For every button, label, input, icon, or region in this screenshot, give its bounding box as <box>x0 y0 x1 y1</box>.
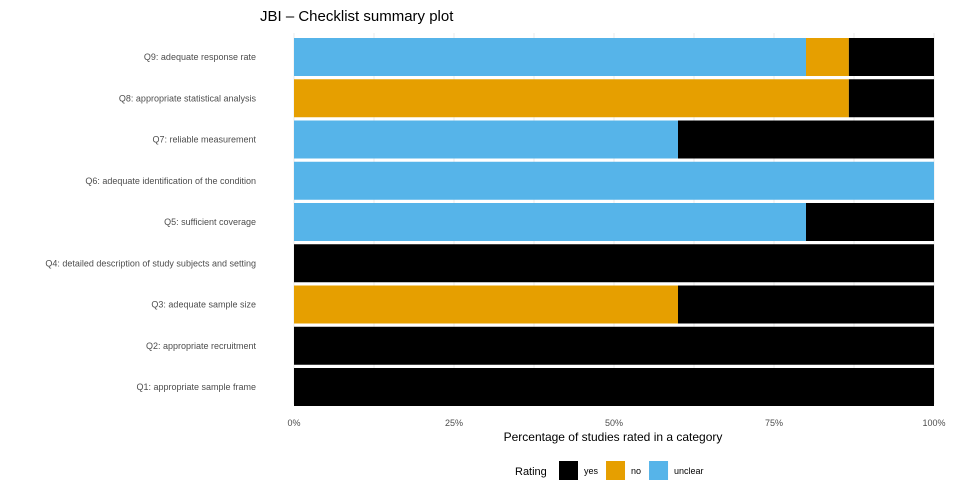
legend-label-unclear: unclear <box>674 466 704 476</box>
category-label: Q9: adequate response rate <box>144 52 256 62</box>
bar-segment-yes <box>848 38 934 76</box>
bar-segment-no <box>294 285 678 324</box>
x-tick-labels: 0% 25% 50% 75% 100% <box>287 418 945 428</box>
bar-segment-yes <box>294 368 934 406</box>
legend-title: Rating <box>515 466 547 478</box>
bar-segment-yes <box>806 203 934 241</box>
category-labels: Q9: adequate response rate Q8: appropriat… <box>45 52 256 392</box>
bar-segment-yes <box>678 120 934 159</box>
x-axis-title: Percentage of studies rated in a categor… <box>504 430 723 444</box>
legend-swatch-yes <box>559 461 578 480</box>
bar-segment-unclear <box>294 161 934 200</box>
legend-label-no: no <box>631 466 641 476</box>
bar-segment-unclear <box>294 203 806 241</box>
legend-label-yes: yes <box>584 466 599 476</box>
chart-title: JBI – Checklist summary plot <box>260 8 454 25</box>
x-tick-label: 50% <box>605 418 623 428</box>
legend-swatch-unclear <box>649 461 669 480</box>
category-label: Q5: sufficient coverage <box>164 217 256 227</box>
category-label: Q7: reliable measurement <box>152 135 256 145</box>
bar-segment-yes <box>848 79 934 118</box>
bar-segment-yes <box>294 326 934 365</box>
x-tick-label: 75% <box>765 418 783 428</box>
legend-swatch-no <box>606 461 626 480</box>
category-label: Q8: appropriate statistical analysis <box>119 93 257 103</box>
category-label: Q2: appropriate recruitment <box>146 341 257 351</box>
bar-segment-yes <box>678 285 934 324</box>
x-tick-label: 25% <box>445 418 463 428</box>
legend: Rating yes no unclear <box>515 461 704 480</box>
category-label: Q3: adequate sample size <box>151 300 256 310</box>
category-label: Q4: detailed description of study subjec… <box>45 258 256 268</box>
x-tick-label: 0% <box>287 418 300 428</box>
bar-segment-unclear <box>294 38 806 76</box>
bar-segment-yes <box>294 244 934 283</box>
bar-segment-no <box>806 38 849 76</box>
x-tick-label: 100% <box>922 418 945 428</box>
bar-segment-unclear <box>294 120 678 159</box>
category-label: Q6: adequate identification of the condi… <box>85 176 256 186</box>
category-label: Q1: appropriate sample frame <box>136 382 256 392</box>
bars <box>294 38 934 406</box>
bar-segment-no <box>294 79 849 118</box>
